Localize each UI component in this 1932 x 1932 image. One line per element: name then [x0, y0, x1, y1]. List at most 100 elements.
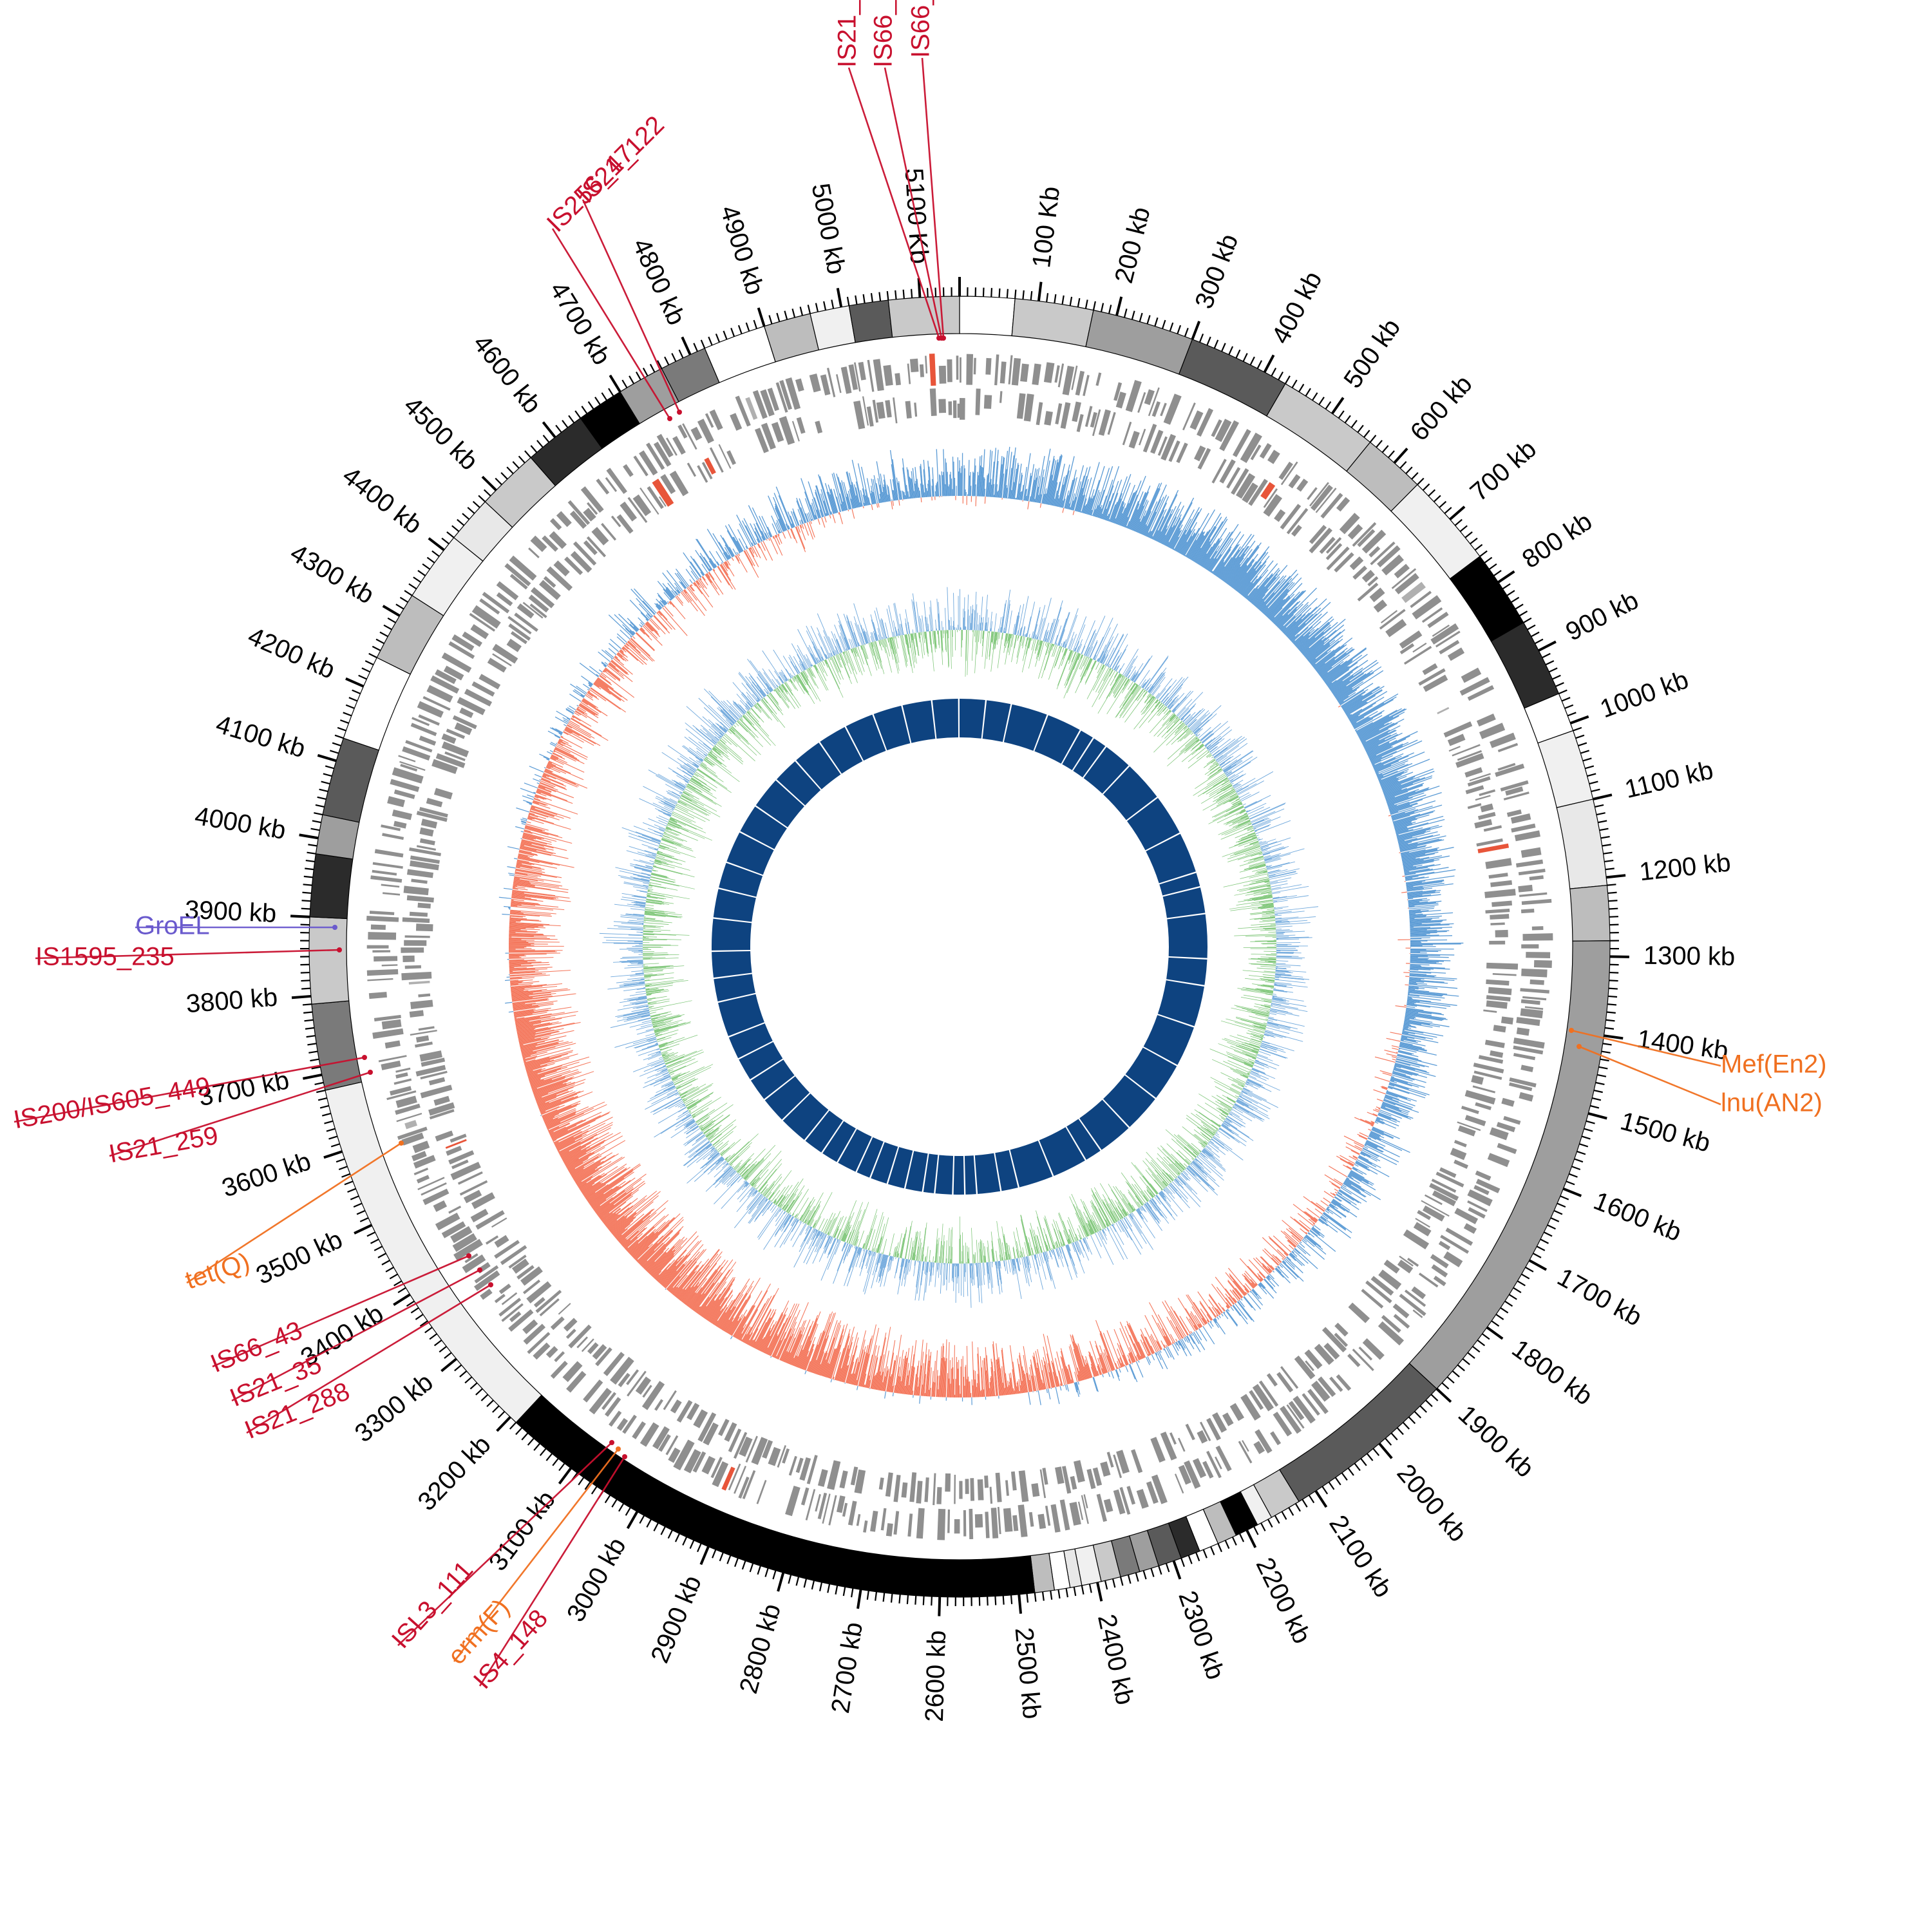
gc-skew-bar [539, 753, 550, 759]
gc-skew-bar [1312, 663, 1316, 667]
cds-feature [398, 755, 416, 762]
major-tick [440, 1358, 457, 1372]
gc-skew-bar [1232, 1289, 1241, 1300]
gc-skew-bar [1408, 906, 1435, 909]
cds-feature [378, 1055, 407, 1063]
gc-skew-bar [1054, 481, 1061, 506]
gc-skew-bar [828, 1329, 844, 1379]
gc-skew-bar [721, 1307, 737, 1331]
cds-feature [873, 359, 884, 392]
gc-skew-bar [569, 1156, 599, 1174]
cds-feature [1037, 1513, 1046, 1530]
gc-skew-bar [1408, 983, 1417, 985]
minor-tick [385, 1266, 394, 1273]
gc-skew-bar [678, 1271, 701, 1300]
cds-feature [1468, 1207, 1486, 1219]
gc-skew-bar [807, 1332, 822, 1372]
gc-skew-bar [1270, 607, 1283, 621]
gc-skew-bar [580, 1166, 618, 1191]
gc-skew-bar [1307, 1233, 1311, 1235]
gc-skew-bar [1406, 1006, 1416, 1009]
gc-skew-bar [1226, 1305, 1229, 1309]
gc-skew-bar [517, 1022, 581, 1036]
cds-feature [1421, 1200, 1450, 1217]
gc-skew-bar [1213, 1319, 1220, 1328]
gc-skew-bar [1026, 473, 1032, 501]
gc-skew-bar [1197, 1324, 1201, 1329]
gc-skew-bar [741, 1339, 743, 1341]
gc-skew-bar [772, 1316, 791, 1357]
minor-tick [1561, 697, 1571, 702]
gc-skew-bar [1046, 475, 1053, 505]
gc-skew-bar [568, 1162, 583, 1171]
gc-skew-bar [1406, 883, 1454, 891]
cds-feature [1418, 668, 1446, 686]
cds-feature [1274, 509, 1286, 522]
gc-skew-bar [1019, 1352, 1026, 1393]
gc-skew-bar [1004, 446, 1010, 498]
cds-feature [428, 1102, 455, 1116]
gc-skew-bar [1215, 534, 1245, 576]
gc-skew-bar [1228, 545, 1259, 585]
gc-skew-bar [1390, 800, 1436, 815]
gc-skew-bar [1066, 1384, 1069, 1392]
gc-skew-bar [920, 1363, 924, 1396]
gc-skew-bar [1379, 1109, 1402, 1119]
gc-skew-bar [1408, 990, 1448, 995]
gc-skew-bar [703, 1293, 721, 1318]
gc-skew-bar [589, 1171, 634, 1204]
gc-skew-bar [754, 1318, 771, 1349]
gc-skew-bar [1085, 1356, 1093, 1378]
gc-skew-bar [1264, 582, 1295, 616]
gc-skew-bar [1402, 858, 1416, 862]
gc-skew-bar [1074, 1382, 1077, 1393]
gc-skew-bar [731, 557, 734, 562]
gc-skew-bar [1345, 1179, 1381, 1200]
minor-tick [454, 1364, 462, 1372]
minor-tick [1590, 1104, 1600, 1109]
cds-feature [558, 1303, 571, 1315]
gc-skew-bar [1365, 732, 1403, 752]
gc-skew-bar [1347, 1175, 1354, 1180]
gc-skew-bar [1293, 1249, 1309, 1264]
cds-feature [1138, 428, 1146, 446]
gc-skew-bar [1106, 1330, 1122, 1368]
gc-skew-bar [1268, 1274, 1280, 1287]
gc-skew-bar [689, 1271, 718, 1309]
gc-skew-bar [1023, 453, 1031, 501]
gc-skew-bar [585, 1167, 630, 1198]
gc-skew-bar [1267, 598, 1285, 618]
cds-feature [1043, 362, 1055, 383]
minor-tick [1513, 1287, 1522, 1293]
gc-skew-bar [1379, 771, 1408, 783]
gc-skew-bar [1280, 616, 1296, 631]
gc-skew-bar [1075, 1343, 1087, 1379]
cds-feature [854, 1469, 866, 1494]
gc-skew-bar [706, 1277, 735, 1320]
gc-skew-bar [767, 1334, 778, 1355]
gc-skew-bar [775, 486, 793, 528]
minor-tick [1213, 339, 1219, 349]
cds-feature [666, 437, 677, 456]
gc-skew-bar [531, 1076, 566, 1088]
gc-skew-bar [1256, 575, 1284, 608]
cds-feature [1397, 1260, 1414, 1274]
gc-skew-bar [777, 1328, 791, 1359]
gc-skew-bar [1269, 593, 1295, 620]
gc-skew-bar [548, 1122, 570, 1133]
cds-feature [569, 510, 587, 529]
minor-tick [558, 1463, 565, 1472]
gc-skew-bar [1347, 714, 1352, 717]
gc-skew-bar [1075, 1382, 1079, 1390]
gc-skew-bar [1164, 525, 1175, 545]
gc-skew-bar [803, 1343, 814, 1370]
gc-skew-bar [570, 1155, 602, 1175]
gc-skew-bar [715, 551, 724, 564]
gc-skew-bar [630, 589, 655, 615]
gc-skew-bar [1390, 1076, 1425, 1088]
gc-skew-bar [1363, 1147, 1397, 1166]
cds-feature [1095, 372, 1102, 386]
gc-skew-bar [629, 639, 653, 662]
gc-skew-bar [1189, 1312, 1200, 1329]
